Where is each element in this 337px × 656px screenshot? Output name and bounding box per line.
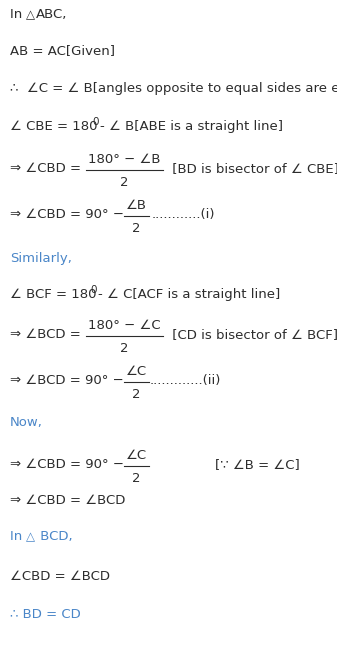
Text: Now,: Now, <box>10 416 43 429</box>
Text: AB = AC[Given]: AB = AC[Given] <box>10 44 115 57</box>
Text: 180° − ∠C: 180° − ∠C <box>88 319 161 332</box>
Text: ⇒ ∠CBD = 90° −: ⇒ ∠CBD = 90° − <box>10 458 128 471</box>
Text: In: In <box>10 530 27 543</box>
Text: ∴  ∠C = ∠ B[angles opposite to equal sides are equal]: ∴ ∠C = ∠ B[angles opposite to equal side… <box>10 82 337 95</box>
Text: 2: 2 <box>120 342 128 355</box>
Text: ABC,: ABC, <box>36 8 67 21</box>
Text: ⇒ ∠BCD =: ⇒ ∠BCD = <box>10 328 85 341</box>
Text: In: In <box>10 8 27 21</box>
Text: Similarly,: Similarly, <box>10 252 72 265</box>
Text: ∴ BD = CD: ∴ BD = CD <box>10 608 81 621</box>
Text: ⇒ ∠CBD =: ⇒ ∠CBD = <box>10 162 85 175</box>
Text: 2: 2 <box>132 222 141 235</box>
Text: .............(ii): .............(ii) <box>150 374 221 387</box>
Text: △: △ <box>26 530 35 543</box>
Text: 0: 0 <box>90 285 96 295</box>
Text: 2: 2 <box>120 176 128 189</box>
Text: BCD,: BCD, <box>36 530 73 543</box>
Text: ∠C: ∠C <box>126 365 147 378</box>
Text: ⇒ ∠CBD = ∠BCD: ⇒ ∠CBD = ∠BCD <box>10 494 125 507</box>
Text: ∠ BCF = 180: ∠ BCF = 180 <box>10 288 96 301</box>
Text: ∠C: ∠C <box>126 449 147 462</box>
Text: △: △ <box>26 8 35 21</box>
Text: ............(i): ............(i) <box>152 208 215 221</box>
Text: 180° − ∠B: 180° − ∠B <box>88 153 160 166</box>
Text: ⇒ ∠CBD = 90° −: ⇒ ∠CBD = 90° − <box>10 208 128 221</box>
Text: 0: 0 <box>92 117 98 127</box>
Text: - ∠ B[ABE is a straight line]: - ∠ B[ABE is a straight line] <box>100 120 283 133</box>
Text: 2: 2 <box>132 388 141 401</box>
Text: ∠ CBE = 180: ∠ CBE = 180 <box>10 120 97 133</box>
Text: ∠CBD = ∠BCD: ∠CBD = ∠BCD <box>10 570 110 583</box>
Text: 2: 2 <box>132 472 141 485</box>
Text: - ∠ C[ACF is a straight line]: - ∠ C[ACF is a straight line] <box>98 288 280 301</box>
Text: [BD is bisector of ∠ CBE]: [BD is bisector of ∠ CBE] <box>168 162 337 175</box>
Text: ∠B: ∠B <box>126 199 147 212</box>
Text: [∵ ∠B = ∠C]: [∵ ∠B = ∠C] <box>215 458 300 471</box>
Text: [CD is bisector of ∠ BCF]: [CD is bisector of ∠ BCF] <box>168 328 337 341</box>
Text: ⇒ ∠BCD = 90° −: ⇒ ∠BCD = 90° − <box>10 374 128 387</box>
